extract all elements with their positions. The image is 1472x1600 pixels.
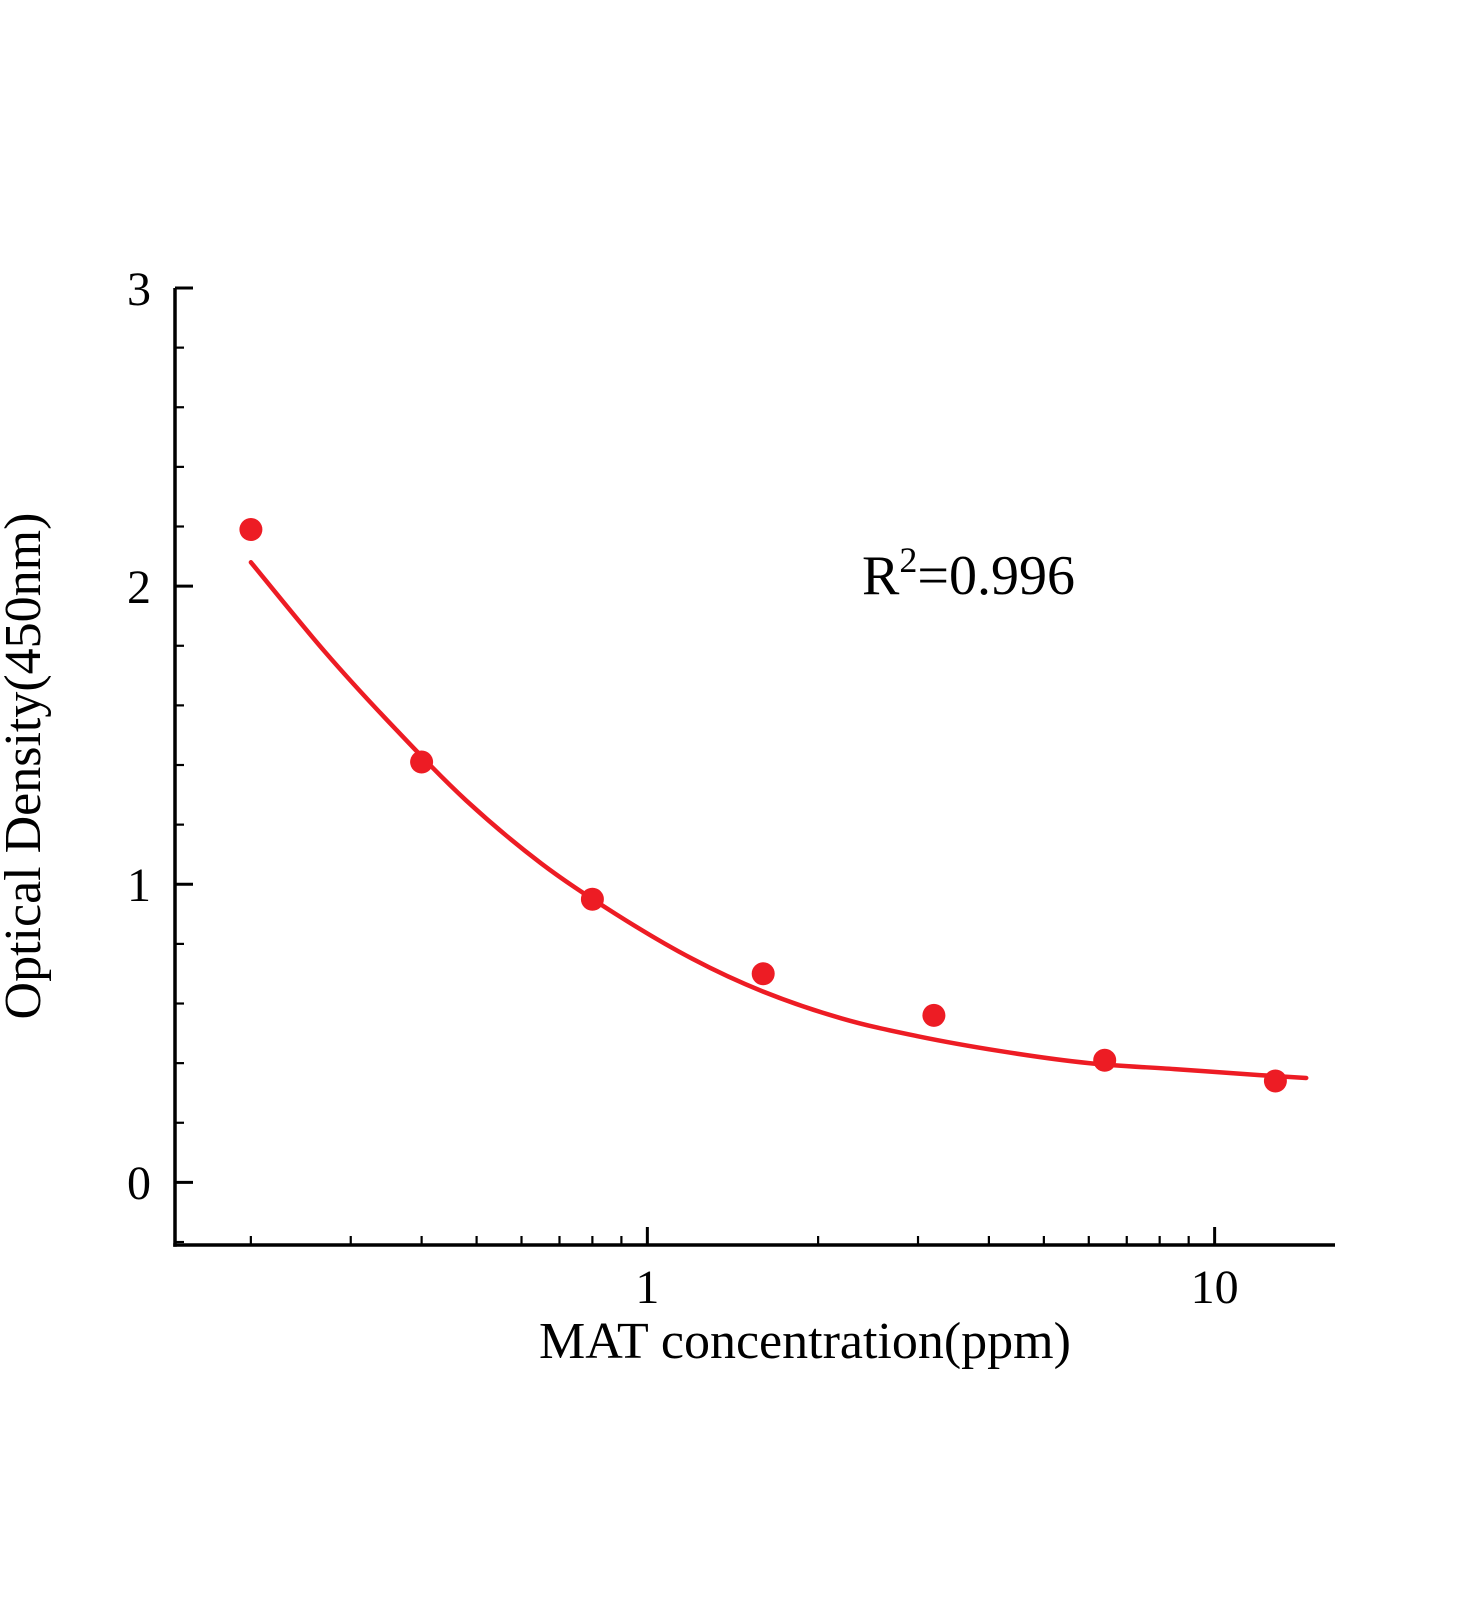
y-axis-title: Optical Density(450nm) [0, 513, 52, 1020]
data-point [580, 887, 604, 911]
axes-layer: 0 1 2 3 1 10 [127, 263, 1335, 1314]
r-squared-annotation: R2=0.996 [862, 540, 1075, 607]
y-tick-label: 3 [127, 263, 151, 316]
data-point [751, 962, 775, 986]
y-tick-label: 1 [127, 859, 151, 912]
y-tick-label: 0 [127, 1157, 151, 1210]
data-layer [239, 518, 1309, 1093]
data-point [239, 518, 263, 541]
data-point [922, 1003, 946, 1027]
data-point [1093, 1048, 1117, 1072]
data-point [410, 750, 434, 774]
x-tick-label: 10 [1191, 1261, 1239, 1314]
fit-curve [248, 560, 1309, 1081]
x-tick-label: 1 [635, 1261, 659, 1314]
y-tick-label: 2 [127, 561, 151, 614]
x-axis-title: MAT concentration(ppm) [539, 1313, 1071, 1370]
data-point [1263, 1069, 1287, 1093]
